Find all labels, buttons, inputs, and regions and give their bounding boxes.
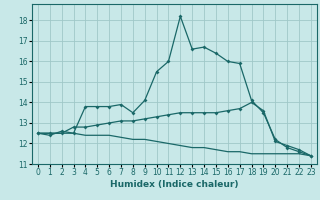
X-axis label: Humidex (Indice chaleur): Humidex (Indice chaleur) <box>110 180 239 189</box>
